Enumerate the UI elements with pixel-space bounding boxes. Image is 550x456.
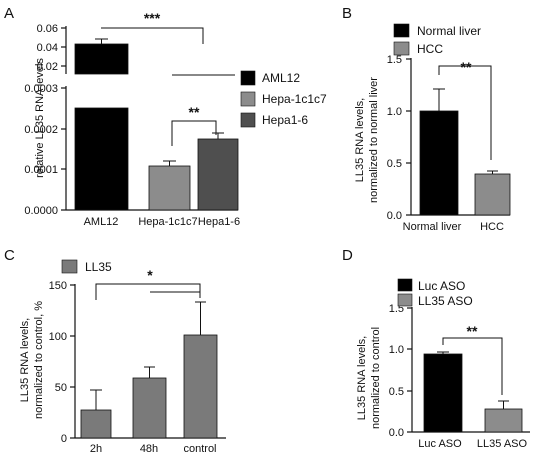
panel-b-ytick: 1.0 xyxy=(387,106,402,118)
panel-d-letter: D xyxy=(342,247,353,264)
panel-d-ylabel-line1: LL35 RNA levels, xyxy=(356,336,368,420)
panel-c-ytick: 50 xyxy=(55,382,67,394)
legend-label: Luc ASO xyxy=(418,279,465,293)
panel-d-bar-ll35-aso xyxy=(484,408,523,433)
panel-b-errorbar xyxy=(487,170,498,174)
panel-b: B LL35 RNA levels, normalized to normal … xyxy=(342,5,511,233)
legend-swatch xyxy=(240,91,256,107)
panel-a-errorbar xyxy=(163,160,176,166)
panel-c: C LL35 RNA levels, normalized to control… xyxy=(4,247,226,455)
panel-b-errorbar xyxy=(433,88,445,111)
legend-label: Hepa-1c1c7 xyxy=(262,92,327,106)
panel-d-xtick: LL35 ASO xyxy=(477,438,528,450)
panel-c-bar-48h xyxy=(132,377,167,439)
panel-d: D LL35 RNA levels, normalized to control… xyxy=(342,247,530,450)
panel-b-sig-bracket xyxy=(438,65,492,160)
panel-a-letter: A xyxy=(4,5,14,22)
panel-c-sig-bracket xyxy=(95,283,201,300)
legend-label: Normal liver xyxy=(417,24,481,38)
panel-d-sig-bracket xyxy=(442,337,503,395)
legend-label: Hepa1-6 xyxy=(262,113,308,127)
panel-c-ytick: 0 xyxy=(61,433,67,445)
legend-swatch xyxy=(61,259,78,274)
panel-a-sig-bracket xyxy=(171,120,217,146)
panel-a-legend: AML12 Hepa-1c1c7 Hepa1-6 xyxy=(240,70,327,128)
panel-c-xtick: 2h xyxy=(90,443,102,455)
panel-d-bar-luc-aso xyxy=(423,353,463,433)
panel-d-sig-label: ** xyxy=(467,323,478,339)
panel-d-ytick: 0.5 xyxy=(389,386,404,398)
panel-a-bar-aml12-upper xyxy=(74,43,129,75)
panel-a-bar-aml12-lower xyxy=(74,107,129,211)
panel-a: A relative LL35 RNA levels 0.06 0.04 0.0… xyxy=(4,5,327,228)
panel-d-errorbar xyxy=(437,351,449,354)
panel-a-sig-bracket xyxy=(101,27,204,44)
legend-swatch xyxy=(393,23,410,38)
panel-b-ylabel-line2: normalized to normal liver xyxy=(368,77,380,203)
panel-d-errorbar xyxy=(498,400,509,409)
panel-c-errorbar xyxy=(90,389,102,410)
panel-a-ytick-upper: 0.06 xyxy=(37,23,58,35)
panel-b-sig-label: ** xyxy=(461,59,472,75)
panel-c-errorbar xyxy=(195,301,206,335)
panel-a-bar-hepa16 xyxy=(197,138,239,211)
panel-c-ytick: 150 xyxy=(49,280,67,292)
panel-b-ytick: 0.0 xyxy=(387,210,402,222)
panel-c-ylabel-line1: LL35 RNA levels, xyxy=(19,318,31,402)
legend-swatch xyxy=(397,278,413,292)
legend-swatch xyxy=(240,112,256,128)
panel-a-ytick-lower: 0.0001 xyxy=(24,164,58,176)
panel-a-errorbar xyxy=(95,38,108,44)
panel-a-ytick-lower: 0.0000 xyxy=(24,205,58,217)
panel-a-ytick-upper: 0.02 xyxy=(37,61,58,73)
panel-a-ytick-upper: 0.04 xyxy=(37,42,58,54)
legend-label: AML12 xyxy=(262,71,300,85)
panel-b-ylabel-line1: LL35 RNA levels, xyxy=(354,98,366,182)
panel-a-ytick-lower: 0.0002 xyxy=(24,124,58,136)
panel-c-bar-control xyxy=(183,334,218,439)
panel-b-ytick: 1.5 xyxy=(387,54,402,66)
legend-label: HCC xyxy=(417,42,443,56)
panel-d-legend: Luc ASO LL35 ASO xyxy=(397,278,473,308)
panel-d-ylabel-line2: normalized to control xyxy=(370,327,382,429)
panel-b-legend: Normal liver HCC xyxy=(393,23,481,56)
panel-c-sig-label: * xyxy=(147,267,153,283)
panel-c-bar-2h xyxy=(80,409,112,439)
panel-c-ylabel-line2: normalized to control, % xyxy=(33,301,45,419)
panel-d-ytick: 1.0 xyxy=(389,344,404,356)
panel-a-xtick: Hepa1-6 xyxy=(198,216,240,228)
panel-a-bar-hepa1c1c7 xyxy=(148,165,191,211)
panel-c-letter: C xyxy=(4,247,15,264)
panel-a-sig-label: ** xyxy=(189,104,200,120)
legend-label: LL35 ASO xyxy=(418,294,473,308)
panel-c-xtick: control xyxy=(183,443,216,455)
panel-c-errorbar xyxy=(144,366,155,378)
legend-swatch xyxy=(240,70,256,86)
panel-a-xtick: Hepa-1c1c7 xyxy=(138,216,197,228)
panel-c-ytick: 100 xyxy=(49,331,67,343)
panel-c-xtick: 48h xyxy=(140,443,158,455)
panel-d-ytick: 0.0 xyxy=(389,427,404,439)
legend-swatch xyxy=(397,293,413,307)
panel-d-xtick: Luc ASO xyxy=(418,438,462,450)
panel-b-letter: B xyxy=(342,5,352,22)
panel-a-ytick-lower: 0.0003 xyxy=(24,83,58,95)
legend-swatch xyxy=(393,41,410,56)
panel-b-ytick: 0.5 xyxy=(387,158,402,170)
panel-b-xtick: Normal liver xyxy=(403,221,462,233)
legend-label: LL35 xyxy=(85,260,112,274)
panel-b-bar-hcc xyxy=(474,173,511,216)
panel-a-errorbar xyxy=(212,132,224,139)
panel-a-xtick: AML12 xyxy=(84,216,119,228)
panel-b-xtick: HCC xyxy=(480,221,504,233)
panel-a-sig-label: *** xyxy=(144,10,161,26)
panel-c-legend: LL35 xyxy=(61,259,112,274)
panel-a-ylabel: relative LL35 RNA levels xyxy=(34,58,46,178)
panel-b-bar-normal-liver xyxy=(419,110,459,216)
